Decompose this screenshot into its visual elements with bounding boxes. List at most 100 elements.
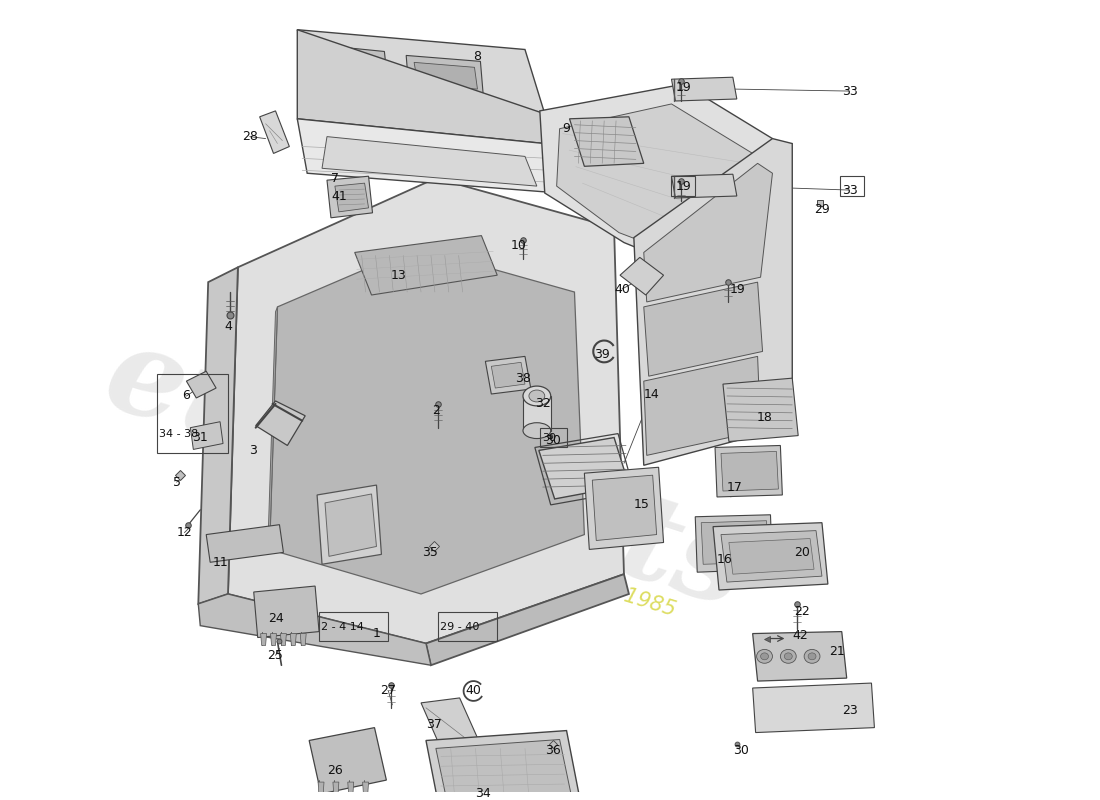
Polygon shape [485, 356, 531, 394]
Text: 14: 14 [644, 387, 660, 401]
Polygon shape [255, 401, 305, 446]
Polygon shape [426, 730, 582, 800]
Polygon shape [723, 378, 799, 442]
Text: 17: 17 [727, 481, 742, 494]
Text: 2: 2 [432, 404, 440, 418]
Polygon shape [414, 62, 477, 89]
Polygon shape [267, 307, 277, 554]
Text: 13: 13 [390, 269, 406, 282]
Text: 22: 22 [794, 606, 810, 618]
Polygon shape [270, 247, 584, 594]
Polygon shape [297, 30, 544, 143]
Text: 20: 20 [794, 546, 810, 559]
Text: 10: 10 [512, 239, 527, 252]
Polygon shape [592, 475, 657, 541]
Polygon shape [324, 51, 383, 81]
Polygon shape [644, 163, 772, 302]
Text: 31: 31 [192, 431, 208, 444]
Text: 29: 29 [814, 203, 829, 216]
Polygon shape [363, 782, 368, 797]
Text: 18: 18 [757, 411, 772, 424]
Polygon shape [752, 631, 847, 681]
Polygon shape [492, 362, 525, 388]
Polygon shape [539, 438, 629, 499]
Polygon shape [406, 55, 483, 97]
Polygon shape [620, 258, 663, 295]
Polygon shape [426, 574, 629, 666]
Text: 24: 24 [267, 612, 284, 626]
Text: 27: 27 [381, 685, 396, 698]
Ellipse shape [784, 653, 792, 660]
Polygon shape [720, 530, 822, 582]
Text: 40: 40 [465, 685, 482, 698]
Text: 16: 16 [717, 553, 733, 566]
Text: 6: 6 [183, 390, 190, 402]
Text: 34 - 38: 34 - 38 [158, 429, 198, 438]
Polygon shape [297, 118, 560, 193]
Text: 2 - 4 14: 2 - 4 14 [321, 622, 364, 632]
Text: 19: 19 [730, 282, 746, 295]
Polygon shape [540, 84, 782, 287]
Polygon shape [228, 178, 624, 643]
Ellipse shape [522, 422, 551, 438]
Text: 37: 37 [426, 718, 442, 731]
Polygon shape [713, 522, 828, 590]
Text: 34: 34 [475, 787, 492, 800]
Text: 7: 7 [331, 172, 339, 185]
Polygon shape [671, 174, 737, 198]
Polygon shape [198, 267, 238, 604]
Text: europarts: europarts [90, 316, 761, 634]
Text: 21: 21 [829, 645, 845, 658]
Ellipse shape [804, 650, 820, 663]
Polygon shape [261, 634, 266, 646]
Polygon shape [333, 782, 339, 797]
Polygon shape [644, 282, 762, 376]
Text: 30: 30 [544, 434, 561, 447]
Polygon shape [334, 183, 368, 212]
Polygon shape [280, 634, 286, 646]
Text: a passion for parts since 1985: a passion for parts since 1985 [372, 509, 679, 620]
Text: 19: 19 [675, 81, 691, 94]
Text: 41: 41 [331, 190, 346, 202]
Polygon shape [297, 30, 544, 114]
Polygon shape [570, 117, 644, 166]
Ellipse shape [529, 390, 544, 402]
Polygon shape [324, 494, 376, 556]
Polygon shape [354, 236, 497, 295]
Polygon shape [752, 683, 875, 733]
Polygon shape [290, 634, 296, 646]
Polygon shape [584, 467, 663, 550]
Text: 11: 11 [212, 556, 228, 569]
Text: 36: 36 [544, 744, 561, 757]
Polygon shape [644, 356, 760, 455]
Text: 19: 19 [675, 180, 691, 193]
Text: 30: 30 [542, 433, 556, 442]
Text: 33: 33 [842, 85, 858, 98]
Polygon shape [327, 176, 373, 218]
Ellipse shape [808, 653, 816, 660]
Text: 32: 32 [535, 398, 551, 410]
Text: 33: 33 [842, 183, 858, 197]
Text: 30: 30 [733, 744, 749, 757]
Polygon shape [186, 371, 216, 398]
Polygon shape [318, 782, 324, 797]
Polygon shape [315, 45, 388, 89]
Text: 1: 1 [373, 627, 381, 640]
Polygon shape [309, 728, 386, 794]
Polygon shape [206, 525, 284, 562]
Text: 38: 38 [515, 372, 531, 385]
Polygon shape [715, 446, 782, 497]
Text: 3: 3 [249, 444, 256, 457]
Text: 42: 42 [792, 629, 808, 642]
Text: 39: 39 [594, 348, 610, 361]
Text: 15: 15 [634, 498, 650, 511]
Polygon shape [695, 514, 772, 572]
Polygon shape [322, 137, 537, 186]
Polygon shape [557, 104, 760, 272]
Text: 12: 12 [177, 526, 192, 539]
Polygon shape [729, 538, 814, 574]
Polygon shape [260, 111, 289, 154]
Polygon shape [522, 396, 551, 430]
Ellipse shape [757, 650, 772, 663]
Polygon shape [701, 521, 769, 564]
